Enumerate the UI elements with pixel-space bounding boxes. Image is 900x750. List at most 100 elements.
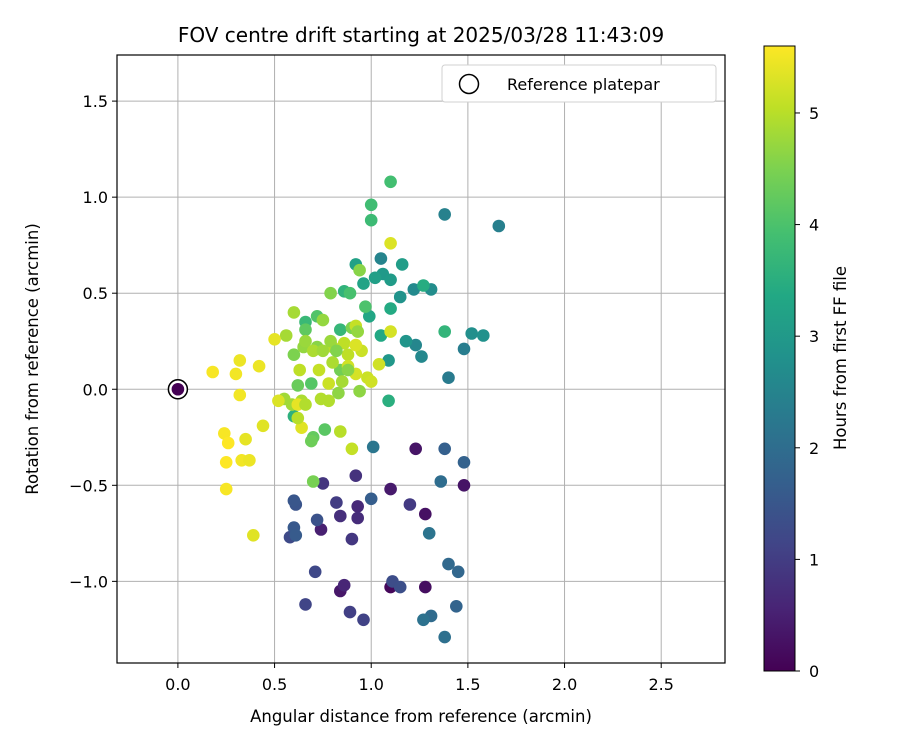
data-point [415,350,428,363]
data-point [316,477,330,490]
data-point [457,479,471,492]
data-point [364,375,378,388]
data-point [422,527,436,540]
data-point [206,365,219,379]
data-point [457,342,471,356]
data-point [335,375,349,388]
data-point [219,482,233,496]
colorbar-label: Hours from first FF file [831,266,850,450]
data-point [351,500,365,513]
data-point [306,475,320,488]
data-point [457,456,471,469]
data-point [364,213,378,227]
data-point [341,348,355,362]
legend: Reference platepar [441,64,717,103]
colorbar-gradient [763,45,796,672]
data-point [438,442,452,456]
y-tick-label: 1.5 [83,92,108,111]
data-point [393,290,407,304]
x-axis-label: Angular distance from reference (arcmin) [250,707,592,726]
data-point [492,219,506,233]
colorbar-tick-label: 0 [809,662,819,681]
data-point [233,354,247,367]
data-point [341,363,355,377]
data-point [299,398,312,411]
data-point [357,277,370,290]
data-point [306,344,320,358]
data-point [316,344,330,358]
data-point [243,454,256,467]
data-point [305,377,318,390]
data-point [368,271,382,285]
data-point [395,258,409,271]
data-point [477,329,490,342]
y-tick-label: 0.0 [83,380,108,399]
data-point [450,600,463,613]
colorbar-tick-label: 4 [809,216,819,235]
data-point [221,436,235,450]
y-tick-label: −1.0 [69,572,108,591]
data-point [332,386,345,400]
data-point [374,329,388,342]
data-point [287,348,301,362]
data-point [289,529,303,542]
data-point [384,325,397,338]
x-axis-ticks: 0.0 0.5 1.0 1.5 2.0 2.5 [165,663,674,694]
data-point [299,323,312,337]
data-point [324,286,337,300]
data-point [349,469,363,483]
data-point [438,325,452,338]
data-point [364,492,378,506]
data-point [291,411,305,425]
data-point [279,329,293,342]
reference-point [167,379,189,400]
legend-box [441,64,717,103]
colorbar-ticks: 0 1 2 3 4 5 [795,104,819,681]
data-point [409,338,423,352]
x-tick-label: 0.0 [165,675,190,694]
data-point [316,313,330,327]
data-point [299,334,312,348]
data-point [256,419,270,433]
data-point [382,394,395,408]
data-point [434,475,448,488]
data-point [451,565,465,579]
data-point [322,377,336,390]
data-point [330,496,343,509]
gridlines [117,55,725,663]
data-point [384,175,397,189]
data-point [359,300,372,314]
data-point [384,273,397,287]
data-point [353,263,366,277]
data-point [363,310,376,323]
data-point [299,598,312,611]
data-point [337,578,351,592]
y-axis-ticks: −1.0 −0.5 0.0 0.5 1.0 1.5 [69,92,117,591]
data-point [343,605,357,619]
data-point [318,423,332,436]
data-point [374,252,388,265]
legend-entry-label: Reference platepar [507,75,660,94]
x-tick-label: 2.5 [648,675,673,694]
data-point [403,498,417,511]
data-point [357,613,370,627]
data-point [287,494,301,508]
x-tick-label: 2.0 [552,675,577,694]
data-point [334,323,347,337]
data-point [291,379,305,392]
y-tick-label: 0.5 [83,284,108,303]
y-axis-label: Rotation from reference (arcmin) [23,223,42,495]
data-point [272,394,285,408]
colorbar-tick-label: 5 [809,104,819,123]
data-point [419,507,432,521]
data-point [314,523,328,536]
data-point [287,306,301,319]
data-point [229,367,243,381]
data-point [438,630,452,644]
data-point [326,356,339,369]
data-point [366,440,380,454]
data-point [330,344,343,358]
data-point [252,359,266,373]
data-point [393,580,407,594]
